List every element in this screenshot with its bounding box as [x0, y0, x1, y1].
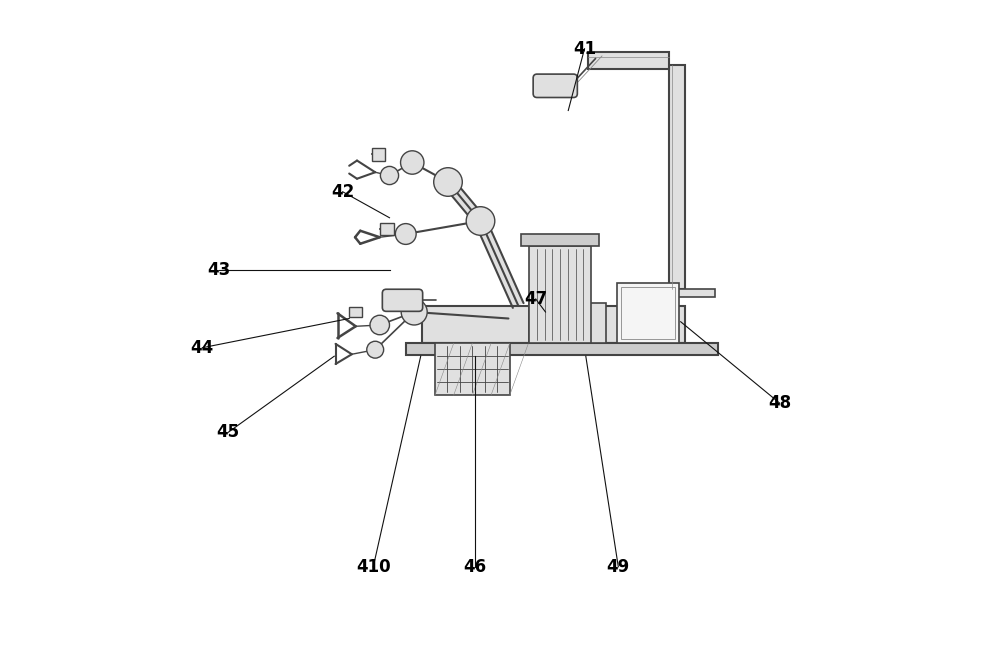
Bar	[406, 343, 718, 355]
Bar	[422, 306, 685, 343]
Bar	[662, 289, 714, 297]
Circle shape	[401, 299, 427, 325]
Bar	[349, 307, 362, 317]
Polygon shape	[475, 218, 524, 308]
Text: 47: 47	[524, 290, 547, 308]
Bar	[529, 303, 606, 343]
Bar	[669, 65, 685, 289]
Circle shape	[367, 341, 384, 358]
Circle shape	[370, 315, 390, 335]
Text: 42: 42	[331, 183, 354, 201]
Text: 43: 43	[208, 261, 231, 279]
Bar	[588, 52, 669, 69]
Text: 48: 48	[768, 394, 791, 412]
Circle shape	[395, 224, 416, 244]
Bar	[521, 234, 599, 246]
Text: 41: 41	[573, 40, 596, 58]
Polygon shape	[444, 178, 485, 225]
Circle shape	[434, 168, 462, 196]
Circle shape	[401, 151, 424, 174]
Bar	[529, 246, 591, 343]
Text: 46: 46	[464, 558, 487, 576]
Bar	[372, 148, 385, 161]
FancyBboxPatch shape	[533, 74, 577, 98]
Text: 45: 45	[217, 423, 240, 441]
Text: 49: 49	[607, 558, 630, 576]
Bar	[617, 283, 679, 343]
Bar	[435, 343, 510, 395]
FancyBboxPatch shape	[382, 289, 423, 311]
Bar	[621, 287, 675, 339]
Bar	[380, 223, 394, 235]
Text: 44: 44	[191, 339, 214, 357]
Circle shape	[380, 166, 399, 185]
Circle shape	[466, 207, 495, 235]
Text: 410: 410	[356, 558, 391, 576]
